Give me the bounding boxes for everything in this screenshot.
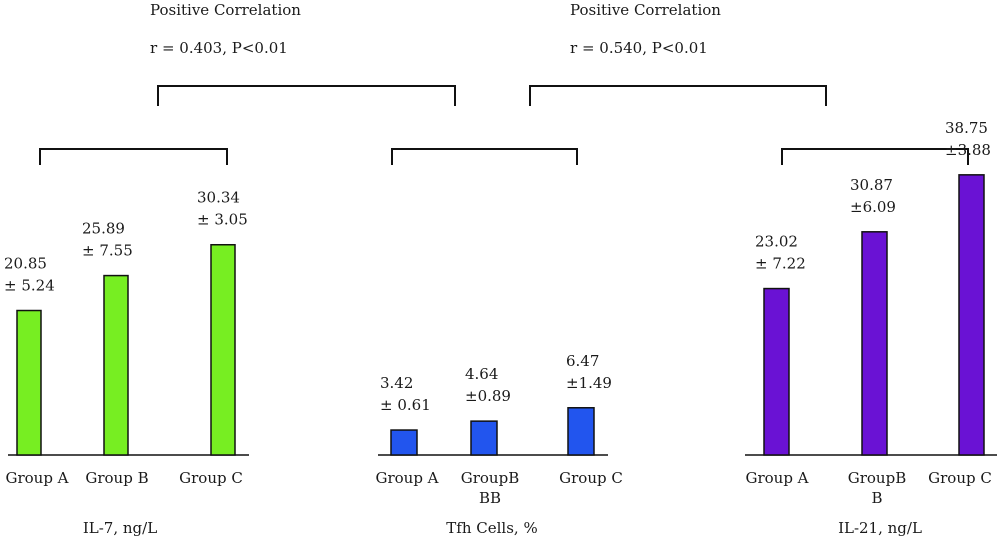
data-label-sd: ± 3.05 bbox=[197, 211, 248, 229]
correlation-2-stat: r = 0.540, P<0.01 bbox=[570, 39, 708, 57]
panel-il7: 20.85 ± 5.24 Group A 25.89 ± 7.55 Group B 30.3… bbox=[4, 189, 249, 537]
category-label: Group A bbox=[5, 469, 68, 487]
data-label-sd: ±6.09 bbox=[850, 198, 896, 216]
data-label-value: 4.64 bbox=[465, 365, 498, 383]
bar-2 bbox=[861, 231, 888, 456]
data-label-sd: ± 7.22 bbox=[755, 255, 806, 273]
data-label-value: 20.85 bbox=[4, 255, 47, 273]
x-axis-title: IL-7, ng/L bbox=[83, 519, 157, 537]
data-label-sd: ± 5.24 bbox=[4, 277, 55, 295]
panel-1-bracket bbox=[39, 148, 228, 165]
data-label-sd: ±1.49 bbox=[566, 374, 612, 392]
bar-2 bbox=[470, 420, 498, 456]
data-label-value: 3.42 bbox=[380, 374, 413, 392]
bar-1 bbox=[763, 287, 790, 456]
category-label: Group C bbox=[179, 469, 243, 487]
x-axis-title: IL-21, ng/L bbox=[838, 519, 922, 537]
correlation-2-bracket bbox=[529, 85, 827, 106]
bar-2 bbox=[103, 274, 129, 456]
data-label-sd: ±0.89 bbox=[465, 387, 511, 405]
data-label-value: 25.89 bbox=[82, 220, 125, 238]
x-axis-title: Tfh Cells, % bbox=[446, 519, 537, 537]
category-label: Group C bbox=[928, 469, 992, 487]
data-label-value: 38.75 bbox=[945, 119, 988, 137]
bar-1 bbox=[390, 429, 418, 456]
data-label-value: 30.87 bbox=[850, 176, 893, 194]
data-label-sd: ±3.88 bbox=[945, 141, 991, 159]
correlation-1-stat: r = 0.403, P<0.01 bbox=[150, 39, 288, 57]
category-label: GroupB bbox=[848, 469, 906, 487]
correlation-1-title: Positive Correlation bbox=[150, 1, 301, 19]
category-label: BB bbox=[479, 489, 501, 507]
correlation-1-bracket bbox=[157, 85, 456, 106]
category-label: B bbox=[871, 489, 882, 507]
bar-3 bbox=[210, 243, 236, 456]
bar-3 bbox=[567, 407, 595, 456]
panel-3-bracket bbox=[781, 148, 969, 165]
data-label-value: 23.02 bbox=[755, 233, 798, 251]
data-label-value: 30.34 bbox=[197, 189, 240, 207]
bar-3 bbox=[958, 174, 985, 456]
data-label-sd: ± 7.55 bbox=[82, 242, 133, 260]
bar-1 bbox=[16, 309, 42, 456]
category-label: Group C bbox=[559, 469, 623, 487]
panel-tfh: 3.42 ± 0.61 Group A 4.64 ±0.89 GroupB BB 6.47 ±1… bbox=[375, 352, 622, 537]
category-label: GroupB bbox=[461, 469, 519, 487]
correlation-2-title: Positive Correlation bbox=[570, 1, 721, 19]
category-label: Group B bbox=[85, 469, 148, 487]
panel-il21: 23.02 ± 7.22 Group A 30.87 ±6.09 GroupB B 38.75… bbox=[745, 119, 997, 537]
category-label: Group A bbox=[745, 469, 808, 487]
category-label: Group A bbox=[375, 469, 438, 487]
panel-2-bracket bbox=[391, 148, 578, 165]
data-label-sd: ± 0.61 bbox=[380, 396, 431, 414]
data-label-value: 6.47 bbox=[566, 352, 599, 370]
